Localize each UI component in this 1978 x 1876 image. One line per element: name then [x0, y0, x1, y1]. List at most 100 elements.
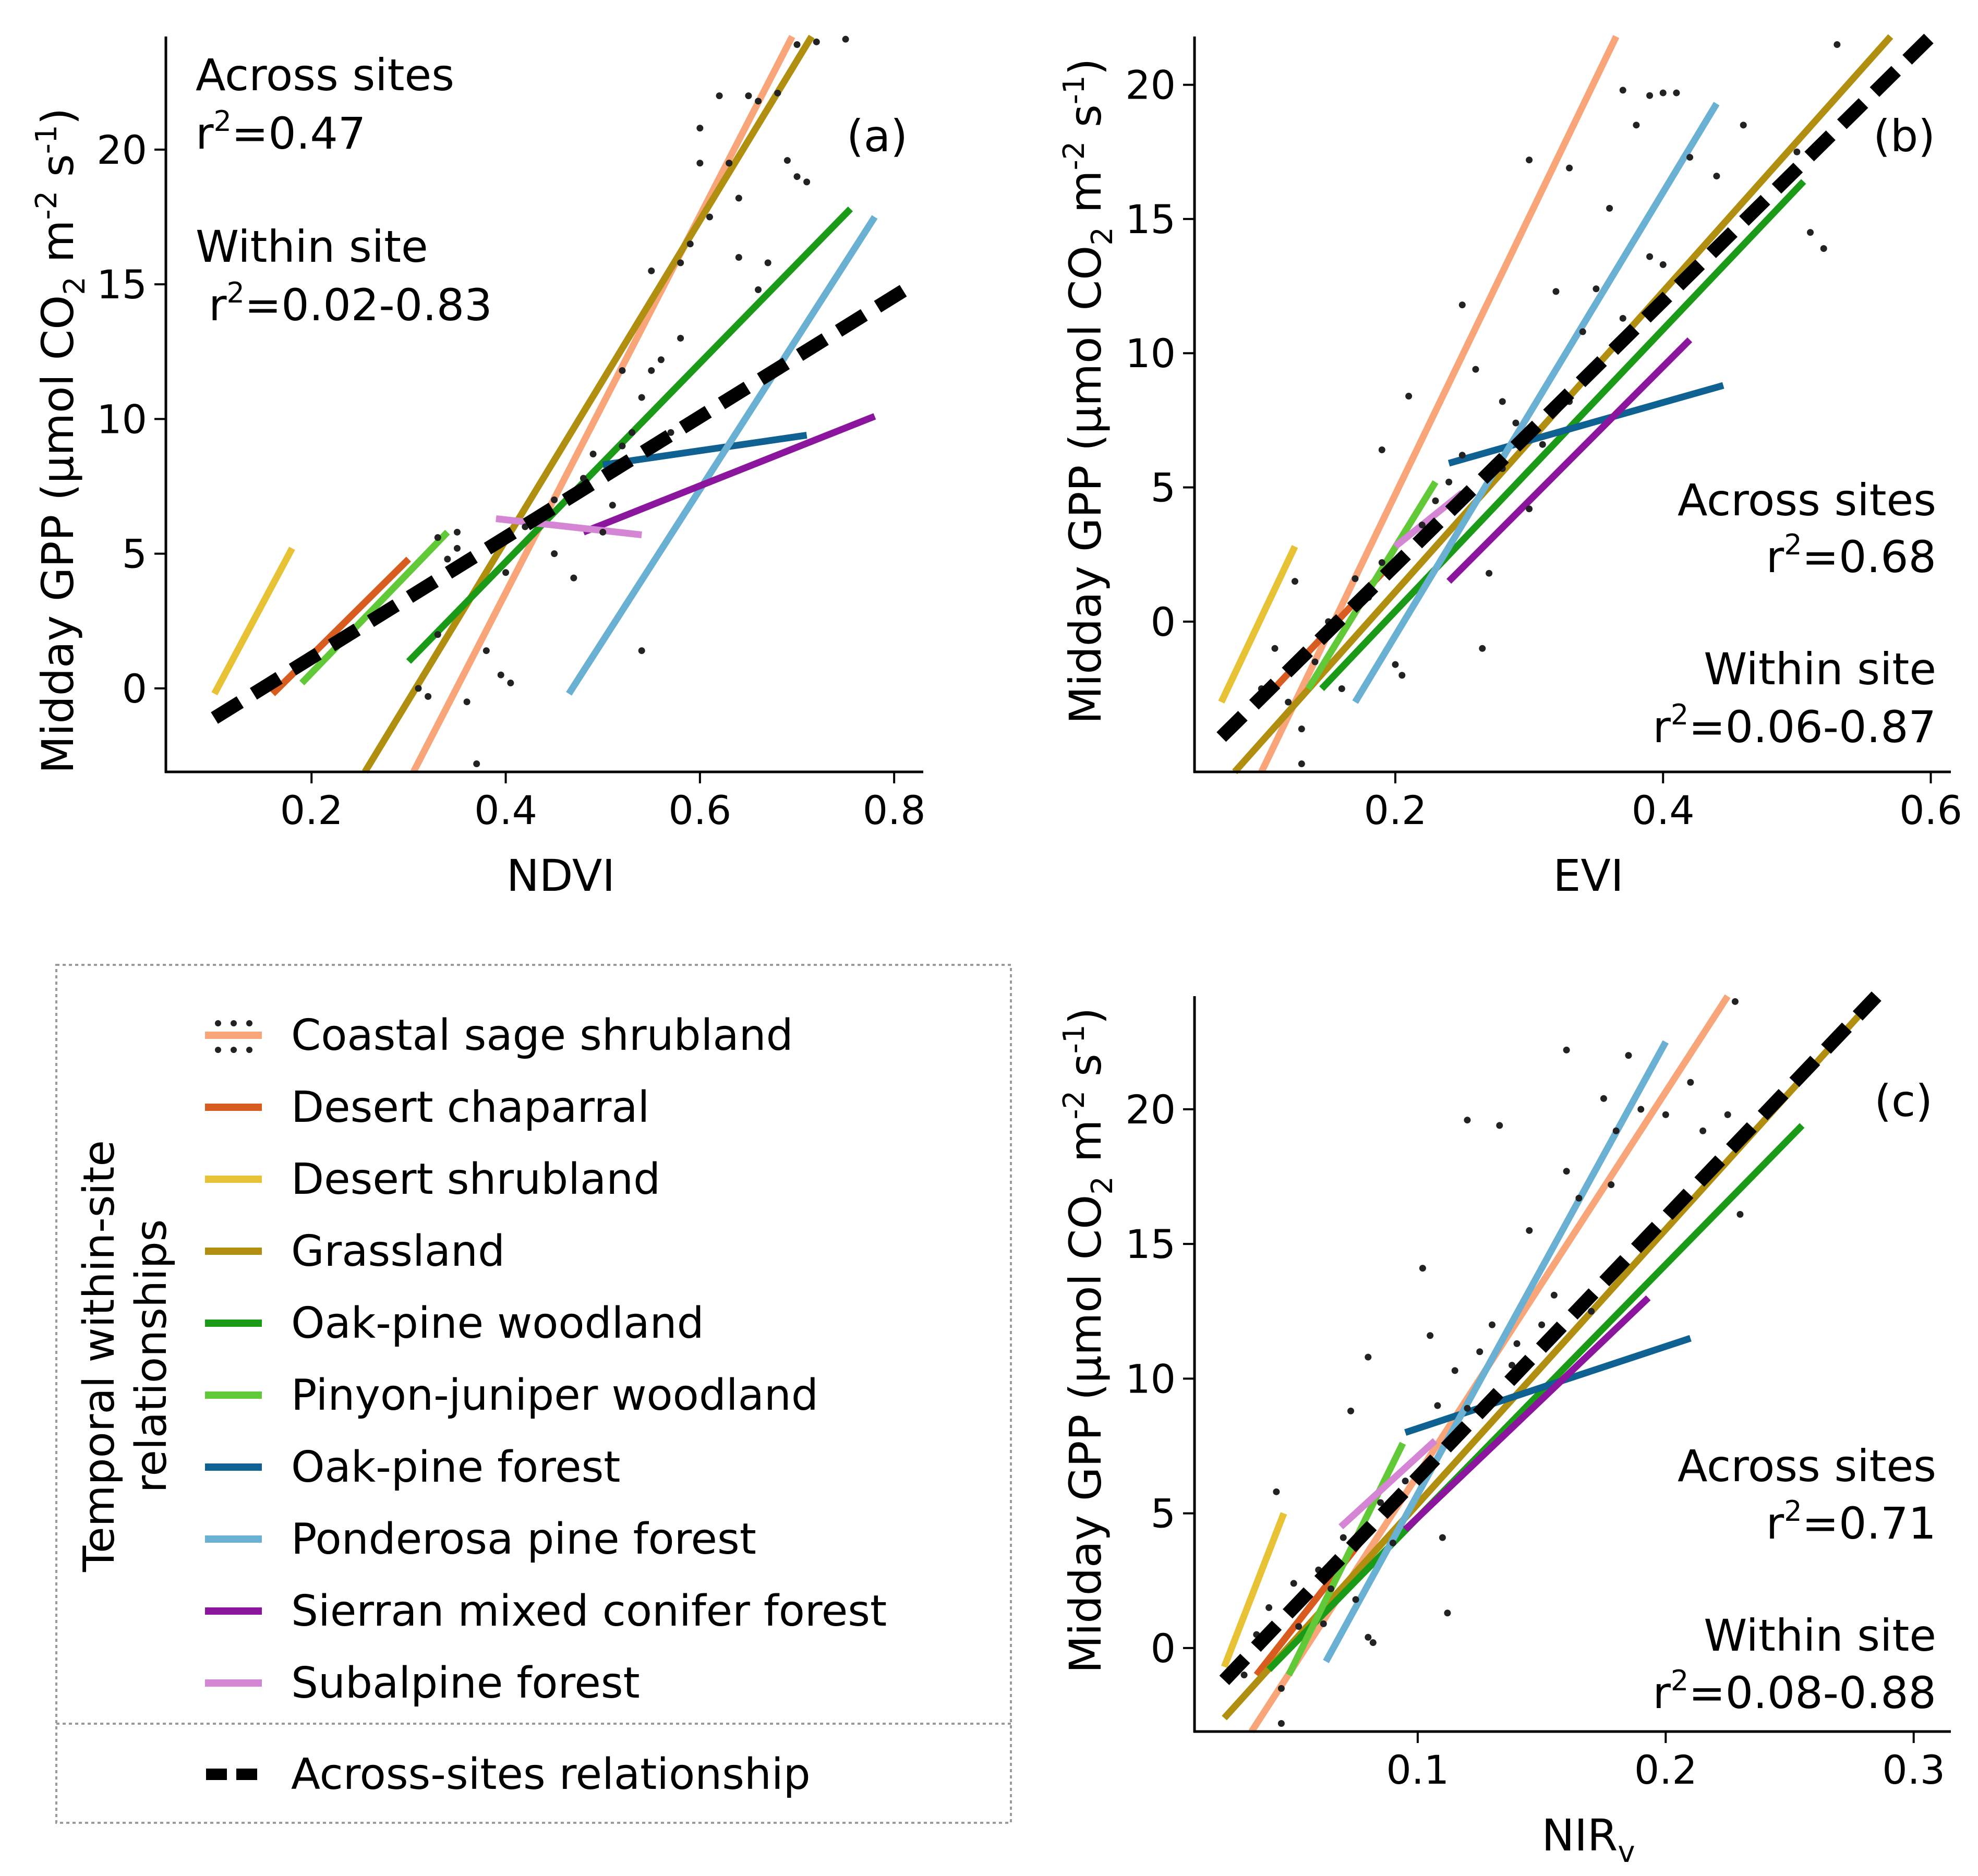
data-point — [1298, 760, 1305, 768]
data-point — [1713, 173, 1720, 180]
panel-b-x-axis-title: EVI — [1553, 850, 1623, 901]
y-tick-label: 5 — [1151, 465, 1176, 511]
x-tick-label: 0.6 — [1899, 787, 1962, 833]
data-point — [755, 286, 762, 293]
x-tick-label: 0.6 — [668, 787, 731, 833]
x-tick-label: 0.2 — [280, 787, 343, 833]
data-point — [1699, 1127, 1707, 1134]
y-tick-label: 15 — [1125, 1221, 1176, 1267]
data-point — [1405, 393, 1413, 400]
data-point — [1444, 1609, 1451, 1617]
y-tick-label: 20 — [1125, 1086, 1176, 1133]
site-line-desert-shrubland — [1221, 1512, 1287, 1668]
legend-across-label: Across-sites relationship — [291, 1750, 811, 1799]
panel-a-across-title: Across sites — [196, 50, 454, 101]
y-tick-label: 5 — [1151, 1491, 1176, 1537]
legend-label-desert-chaparral: Desert chaparral — [291, 1083, 649, 1132]
data-point — [1427, 1332, 1434, 1339]
data-point — [638, 647, 645, 655]
data-point — [793, 173, 801, 180]
data-point — [1619, 87, 1626, 94]
data-point — [1686, 154, 1694, 161]
panel-b-across-title: Across sites — [1678, 475, 1936, 526]
legend-label-subalpine-forest: Subalpine forest — [291, 1659, 640, 1708]
x-tick-label: 0.4 — [474, 787, 537, 833]
data-point — [735, 254, 742, 261]
panel-c: 0.1 0.2 0.3 0 5 10 15 20 (c) Across sites r2=0.… — [1057, 991, 1951, 1869]
data-point — [497, 671, 504, 679]
data-point — [1240, 1672, 1248, 1679]
legend-label-pinyon-juniper-woodland: Pinyon-juniper woodland — [291, 1371, 818, 1420]
data-point — [1834, 41, 1841, 48]
data-point — [483, 647, 490, 655]
data-point — [1290, 1580, 1297, 1587]
data-point — [1526, 156, 1533, 164]
panel-b-across-r2: r2=0.68 — [1766, 528, 1936, 583]
data-point — [1273, 1488, 1280, 1495]
y-tick-label: 0 — [1151, 599, 1176, 645]
data-point — [1298, 725, 1305, 733]
data-point — [1820, 245, 1827, 252]
y-tick-label: 10 — [1125, 1355, 1176, 1402]
data-point — [580, 475, 587, 482]
data-point — [1736, 1211, 1744, 1218]
panel-b-stats: Across sites r2=0.68 Within site r2=0.06… — [1653, 475, 1936, 753]
data-point — [589, 451, 597, 458]
panel-b-y-axis-title: Midday GPP (µmol CO2 m-2 s-1) — [1057, 58, 1119, 724]
panel-c-axes: 0.1 0.2 0.3 0 5 10 15 20 — [1125, 996, 1951, 1793]
panel-c-within-title: Within site — [1704, 1610, 1936, 1661]
data-point — [1673, 89, 1680, 96]
data-point — [1633, 122, 1640, 129]
data-point — [1807, 229, 1814, 236]
x-tick-label: 0.2 — [1634, 1747, 1697, 1793]
data-point — [1606, 204, 1613, 212]
data-point — [1575, 1194, 1583, 1202]
data-point — [522, 523, 529, 530]
across-sites-line — [1216, 31, 1936, 742]
panel-a-y-axis-title: Midday GPP (µmol CO2 m-2 s-1) — [30, 108, 92, 774]
data-point — [1793, 148, 1801, 155]
data-point — [1563, 1046, 1570, 1054]
panel-c-stats: Across sites r2=0.71 Within site r2=0.08… — [1653, 1441, 1936, 1718]
panel-b-across-line — [1216, 31, 1936, 742]
site-line-oak-pine-woodland — [1319, 179, 1806, 691]
data-point — [1659, 261, 1667, 268]
data-point — [1392, 661, 1399, 668]
data-point — [716, 92, 723, 100]
data-point — [444, 555, 451, 563]
data-point — [793, 41, 801, 48]
data-point — [1488, 1321, 1495, 1328]
site-line-coastal-sage-shrubland — [1258, 35, 1620, 773]
site-line-sierran-mixed-conifer-forest — [582, 413, 876, 536]
legend-title-line-2: relationships — [127, 1219, 176, 1493]
data-point — [1378, 559, 1385, 566]
legend: Temporal within-site relationships Coast… — [55, 964, 1012, 1824]
panel-c-across-title: Across sites — [1678, 1441, 1936, 1492]
x-tick-label: 0.4 — [1632, 787, 1695, 833]
data-point — [1625, 1052, 1632, 1059]
data-point — [774, 89, 781, 96]
site-line-ponderosa-pine-forest — [1323, 1040, 1669, 1663]
data-point — [745, 92, 752, 100]
data-point — [1499, 398, 1506, 405]
data-point — [1340, 1534, 1347, 1541]
panel-a-points — [415, 35, 849, 768]
data-point — [1311, 658, 1319, 665]
legend-dotted-points-icon — [215, 1020, 252, 1053]
legend-label-oak-pine-woodland: Oak-pine woodland — [291, 1299, 704, 1348]
x-tick-label: 0.2 — [1364, 787, 1427, 833]
panel-a-within-r2: r2=0.02-0.83 — [209, 276, 492, 331]
data-point — [1662, 1111, 1669, 1118]
site-line-desert-shrubland — [211, 547, 295, 696]
panel-b-within-r2: r2=0.06-0.87 — [1653, 698, 1936, 753]
data-point — [1365, 1633, 1372, 1641]
data-point — [1419, 1265, 1426, 1272]
site-line-grassland — [362, 34, 815, 774]
panel-c-x-axis-title: NIRv — [1541, 1810, 1635, 1869]
data-point — [1432, 497, 1439, 504]
site-line-subalpine-forest — [1338, 1438, 1438, 1530]
site-line-desert-chaparral — [270, 556, 411, 696]
data-point — [1526, 1227, 1533, 1234]
data-point — [1285, 698, 1292, 706]
